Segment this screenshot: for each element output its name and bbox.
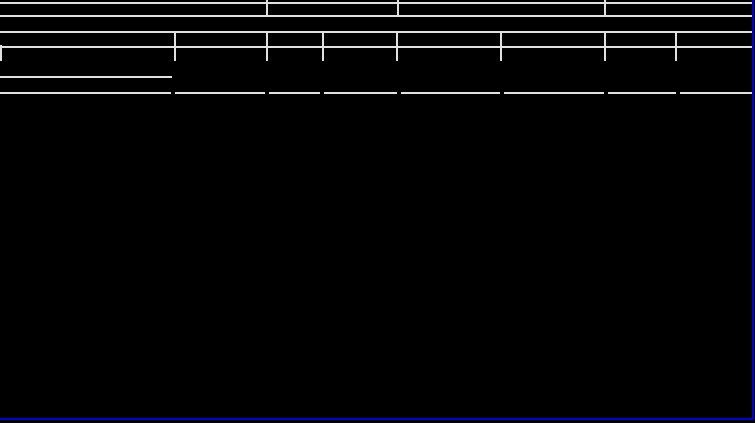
focus-border-right	[752, 0, 754, 420]
top-band-separator-2	[397, 0, 399, 15]
header-bottom-rule-seg-3	[269, 92, 320, 94]
header-bottom-rule-seg-6	[504, 92, 604, 94]
table-row2-bottom-rule	[0, 31, 752, 33]
header-bottom-rule-seg-7	[608, 92, 676, 94]
header-separator-7	[675, 31, 677, 61]
header-separator-6	[604, 31, 606, 61]
table-top-rule	[0, 2, 752, 4]
table-row1-bottom-rule	[0, 15, 752, 17]
header-bottom-rule-seg-8	[680, 92, 752, 94]
header-separator-2	[266, 31, 268, 61]
header-bottom-rule-seg-1	[0, 92, 171, 94]
header-separator-left	[0, 45, 2, 61]
header-separator-5	[500, 31, 502, 61]
header-separator-4	[396, 31, 398, 61]
focus-border-bottom	[0, 418, 754, 420]
header-bottom-rule-seg-5	[401, 92, 500, 94]
top-band-separator-3	[604, 0, 606, 15]
first-column-underline	[0, 76, 172, 78]
top-band-separator-1	[266, 0, 268, 15]
header-bottom-rule-seg-2	[175, 92, 265, 94]
header-bottom-rule-seg-4	[324, 92, 397, 94]
header-separator-3	[322, 31, 324, 61]
table-header-divider-rule	[0, 46, 752, 48]
header-separator-1	[174, 31, 176, 61]
